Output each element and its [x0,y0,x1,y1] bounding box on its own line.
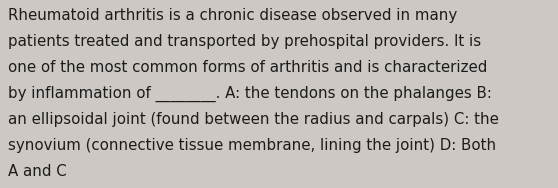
Text: one of the most common forms of arthritis and is characterized: one of the most common forms of arthriti… [8,60,488,75]
Text: by inflammation of ________. A: the tendons on the phalanges B:: by inflammation of ________. A: the tend… [8,86,492,102]
Text: an ellipsoidal joint (found between the radius and carpals) C: the: an ellipsoidal joint (found between the … [8,112,499,127]
Text: patients treated and transported by prehospital providers. It is: patients treated and transported by preh… [8,34,482,49]
Text: synovium (connective tissue membrane, lining the joint) D: Both: synovium (connective tissue membrane, li… [8,138,497,153]
Text: Rheumatoid arthritis is a chronic disease observed in many: Rheumatoid arthritis is a chronic diseas… [8,8,458,24]
Text: A and C: A and C [8,164,67,179]
